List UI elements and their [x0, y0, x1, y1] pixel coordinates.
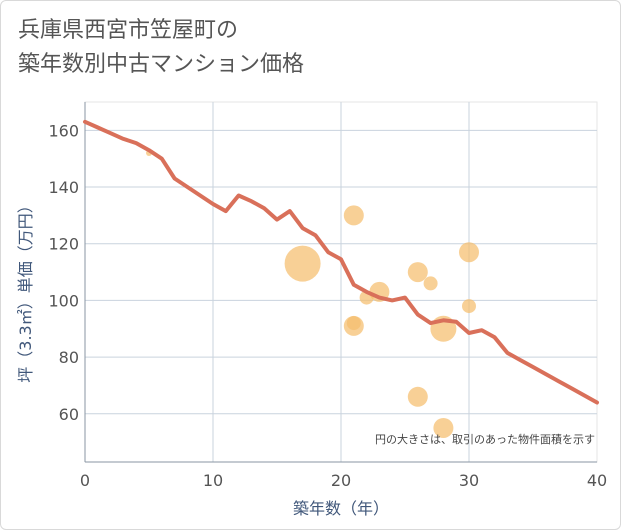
bubble-series — [146, 150, 479, 438]
bubble-point — [462, 299, 476, 314]
x-tick-label: 40 — [587, 471, 607, 490]
x-tick-label: 20 — [331, 471, 351, 490]
grid-lines — [84, 102, 597, 463]
x-axis-title: 築年数（年） — [293, 499, 389, 518]
bubble-point — [343, 205, 364, 226]
bubble-point — [423, 276, 438, 291]
x-tick-label: 10 — [203, 471, 223, 490]
chart-title: 兵庫県西宮市笠屋町の 築年数別中古マンション価格 — [18, 14, 304, 82]
y-axis-ticks: 60 80 100 120 140 160 — [48, 121, 79, 423]
plot-area — [83, 101, 599, 463]
chart-title-line-2: 築年数別中古マンション価格 — [18, 52, 305, 77]
y-tick-label: 160 — [48, 121, 79, 140]
bubble-point — [407, 386, 428, 407]
x-tick-label: 0 — [80, 471, 90, 490]
bubble-point — [407, 262, 428, 283]
y-tick-label: 140 — [48, 178, 79, 197]
bubble-point — [284, 245, 321, 282]
y-tick-label: 80 — [59, 348, 79, 367]
bubble-point — [433, 417, 454, 438]
size-legend-note: 円の大きさは、取引のあった物件面積を示す — [375, 432, 595, 446]
y-tick-label: 120 — [48, 235, 79, 254]
y-tick-label: 60 — [59, 405, 79, 424]
bubble-point — [346, 316, 361, 331]
price-trend-line — [83, 119, 599, 405]
bubble-point — [459, 242, 479, 263]
y-axis-title: 坪（3.3㎡）単価（万円） — [16, 197, 35, 382]
chart-title-line-1: 兵庫県西宮市笠屋町の — [18, 18, 239, 43]
x-tick-label: 30 — [459, 471, 479, 490]
y-tick-label: 100 — [48, 291, 79, 310]
x-axis-ticks: 0 10 20 30 40 — [80, 471, 607, 490]
line-series — [83, 119, 599, 405]
